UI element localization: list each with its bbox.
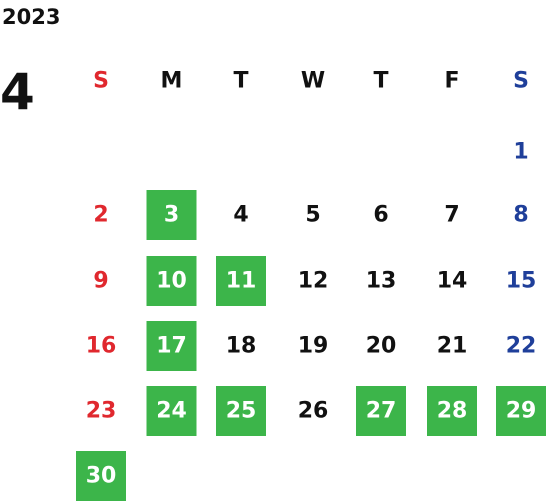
weekday-label: S (513, 69, 529, 94)
day-number: 12 (298, 269, 329, 294)
day-number: 28 (437, 399, 468, 424)
day-highlight (146, 321, 197, 371)
day-highlight (146, 190, 197, 240)
day-number: 11 (226, 269, 257, 294)
day-highlight (427, 386, 477, 436)
day-highlight (146, 386, 197, 436)
day-number: 27 (366, 399, 397, 424)
day-number: 4 (233, 203, 248, 228)
day-number: 21 (437, 334, 468, 359)
day-number: 6 (373, 203, 388, 228)
weekday-label: T (373, 69, 388, 94)
day-number: 16 (86, 334, 117, 359)
day-number: 8 (513, 203, 528, 228)
day-highlight (146, 256, 197, 306)
year: 2023 (2, 5, 60, 29)
day-number: 17 (156, 334, 187, 359)
day-number: 18 (226, 334, 257, 359)
day-number: 29 (506, 399, 537, 424)
day-number: 5 (305, 203, 320, 228)
day-highlight (216, 386, 266, 436)
day-number: 19 (298, 334, 329, 359)
day-number: 1 (513, 140, 528, 165)
day-number: 26 (298, 399, 329, 424)
day-highlight (496, 386, 546, 436)
day-number: 13 (366, 269, 397, 294)
day-highlight (356, 386, 406, 436)
month: 4 (0, 63, 35, 121)
day-number: 22 (506, 334, 537, 359)
day-highlight (216, 256, 266, 306)
day-number: 3 (164, 203, 179, 228)
weekday-label: S (93, 69, 109, 94)
day-number: 14 (437, 269, 468, 294)
day-number: 30 (86, 464, 117, 489)
day-number: 9 (93, 269, 108, 294)
weekday-label: W (301, 69, 325, 94)
weekday-label: T (233, 69, 248, 94)
day-number: 2 (93, 203, 108, 228)
day-number: 7 (444, 203, 459, 228)
day-number: 23 (86, 399, 117, 424)
day-number: 20 (366, 334, 397, 359)
day-number: 15 (506, 269, 537, 294)
day-highlight (76, 451, 126, 501)
weekday-label: F (444, 69, 459, 94)
day-number: 10 (156, 269, 187, 294)
day-number: 25 (226, 399, 257, 424)
weekday-label: M (161, 69, 183, 94)
day-number: 24 (156, 399, 187, 424)
